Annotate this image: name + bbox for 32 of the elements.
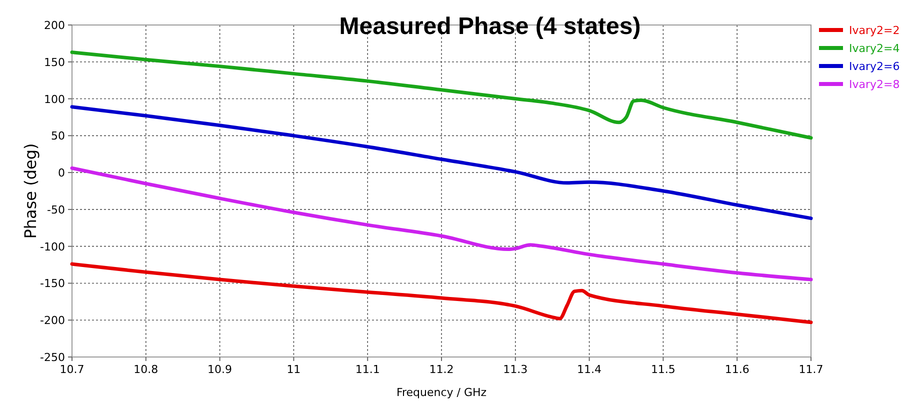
x-tick-label: 10.7 — [60, 363, 84, 376]
x-axis-title: Frequency / GHz — [396, 386, 487, 399]
legend-label: Ivary2=8 — [849, 78, 900, 91]
x-tick-label: 11.5 — [650, 363, 676, 376]
line-series — [70, 50, 813, 140]
x-tick-label: 11.6 — [724, 363, 750, 376]
y-tick-label: 200 — [44, 19, 65, 32]
x-tick-label: 11.2 — [429, 363, 454, 376]
x-tick-label: 11.3 — [503, 363, 528, 376]
chart-title: Measured Phase (4 states) — [339, 13, 641, 40]
y-tick-label: -250 — [40, 351, 65, 364]
y-tick-label: 100 — [44, 92, 65, 106]
line-series — [70, 105, 813, 220]
line-series — [70, 166, 813, 282]
x-tick-label: 10.8 — [134, 363, 158, 376]
y-tick-label: 50 — [51, 130, 65, 143]
legend-label: Ivary2=4 — [849, 42, 900, 55]
x-tick-label: 11.4 — [577, 363, 602, 376]
y-tick-label: -100 — [40, 240, 65, 254]
legend-label: Ivary2=6 — [849, 60, 900, 73]
line-series — [70, 262, 813, 324]
y-tick-label: 0 — [58, 166, 65, 180]
legend-label: Ivary2=2 — [849, 24, 900, 37]
y-tick-label: -150 — [40, 277, 65, 290]
y-axis-title: Phase (deg) — [21, 143, 40, 239]
y-tick-label: -50 — [47, 203, 65, 216]
y-tick-label: 150 — [44, 56, 65, 69]
x-tick-label: 11 — [286, 363, 301, 376]
x-tick-label: 11.7 — [798, 363, 824, 376]
x-tick-label: 10.9 — [208, 363, 232, 376]
y-tick-label: -200 — [40, 314, 65, 328]
x-tick-label: 11.1 — [355, 363, 380, 376]
